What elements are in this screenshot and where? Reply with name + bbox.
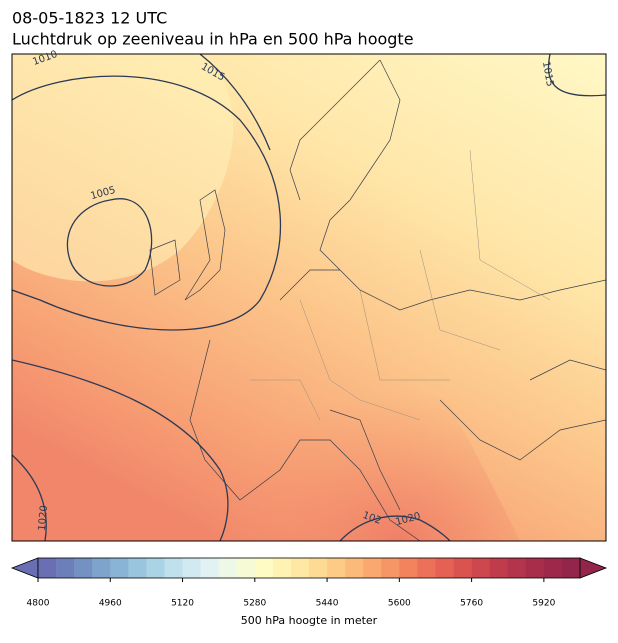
colorbar-label: 500 hPa hoogte in meter xyxy=(241,614,378,627)
colorbar-segment xyxy=(345,558,364,578)
colorbar-segment xyxy=(525,558,545,578)
colorbar-frame xyxy=(37,557,581,579)
colorbar-segment xyxy=(92,558,111,578)
colorbar-segment xyxy=(435,558,454,578)
colorbar-segment xyxy=(38,558,57,578)
colorbar-tick-label: 4960 xyxy=(99,599,122,609)
colorbar-tick-label: 5280 xyxy=(243,599,266,609)
colorbar-segment xyxy=(56,558,75,578)
title: 08-05-1823 12 UTC xyxy=(12,9,167,28)
colorbar-segment xyxy=(218,558,238,578)
map xyxy=(12,54,606,541)
colorbar-segment xyxy=(309,558,328,578)
colorbar-tick-label: 5120 xyxy=(171,599,194,609)
colorbar-segment xyxy=(471,558,490,578)
colorbar-segment xyxy=(417,558,436,578)
colorbar-tick-label: 4800 xyxy=(27,599,50,609)
colorbar-tick-label: 5760 xyxy=(460,599,483,609)
colorbar-tick-label: 5920 xyxy=(532,599,555,609)
colorbar-segment xyxy=(489,558,509,578)
colorbar-segment xyxy=(236,558,256,578)
colorbar-segment xyxy=(74,558,93,578)
subtitle: Luchtdruk op zeeniveau in hPa en 500 hPa… xyxy=(12,30,414,49)
colorbar-segment xyxy=(453,558,472,578)
colorbar: 4800 4960 5120 5280 5440 5600 5760 5920 xyxy=(10,557,608,609)
colorbar-segment xyxy=(381,558,400,578)
colorbar-segment xyxy=(399,558,418,578)
height-band xyxy=(200,290,520,541)
colorbar-segment xyxy=(327,558,346,578)
colorbar-segment xyxy=(182,558,201,578)
colorbar-segment xyxy=(543,558,563,578)
height-band xyxy=(12,54,234,282)
isobar-label: 1015 xyxy=(540,61,555,88)
isobar-label: 1020 xyxy=(37,505,50,531)
colorbar-segment xyxy=(164,558,183,578)
colorbar-segment xyxy=(507,558,527,578)
colorbar-segment xyxy=(110,558,129,578)
colorbar-segment xyxy=(128,558,147,578)
colorbar-segment xyxy=(272,558,292,578)
colorbar-extend xyxy=(579,557,608,579)
colorbar-segment xyxy=(290,558,310,578)
colorbar-segment xyxy=(561,558,581,578)
colorbar-tick-label: 5440 xyxy=(316,599,339,609)
colorbar-extend xyxy=(10,557,39,579)
map-frame xyxy=(11,53,607,542)
colorbar-segment xyxy=(254,558,274,578)
colorbar-segment xyxy=(200,558,219,578)
colorbar-tick-label: 5600 xyxy=(388,599,411,609)
colorbar-segment xyxy=(363,558,382,578)
colorbar-segment xyxy=(146,558,165,578)
